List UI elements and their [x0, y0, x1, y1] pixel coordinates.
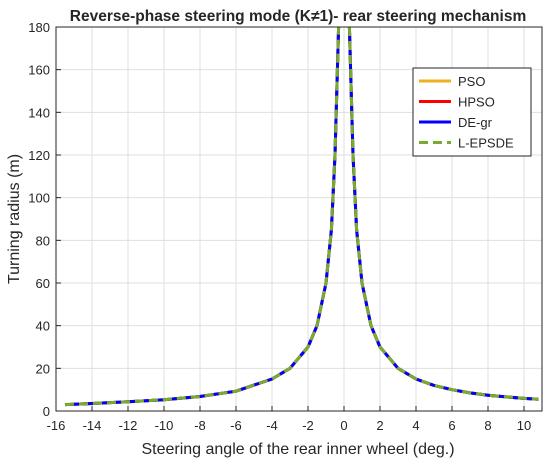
y-tick-label: 180 — [28, 20, 50, 35]
plot-area-border — [55, 26, 543, 412]
y-tick-label: 60 — [36, 276, 50, 291]
series-line-l-epsde-branch-1 — [64, 26, 341, 407]
y-tick-label: 20 — [36, 361, 50, 376]
x-tick-label: -10 — [155, 418, 174, 433]
x-tick-label: 0 — [340, 418, 347, 433]
series-line-pso-branch-1 — [64, 26, 341, 407]
y-tick-label: 140 — [28, 105, 50, 120]
y-tick-label: 0 — [43, 404, 50, 419]
x-tick-label: -8 — [194, 418, 206, 433]
y-tick-label: 160 — [28, 63, 50, 78]
x-tick-label: -4 — [266, 418, 278, 433]
x-tick-label: 2 — [376, 418, 383, 433]
legend-label: HPSO — [458, 95, 495, 110]
x-tick-label: -16 — [47, 418, 66, 433]
y-tick-label: 100 — [28, 191, 50, 206]
chart-title: Reverse-phase steering mode (K≠1)- rear … — [70, 8, 526, 25]
x-axis-label: Steering angle of the rear inner wheel (… — [141, 441, 454, 458]
x-tick-label: 8 — [484, 418, 491, 433]
x-tick-label: 6 — [448, 418, 455, 433]
legend: PSO HPSO DE-gr L-EPSDE — [412, 67, 532, 157]
ticks: -16 -14 -12 -10 -8 -6 -4 -2 0 2 4 6 8 100204060801001… — [28, 20, 531, 433]
x-tick-label: -2 — [302, 418, 314, 433]
y-tick-label: 40 — [36, 319, 50, 334]
legend-label: DE-gr — [458, 115, 493, 130]
legend-label: PSO — [458, 74, 485, 89]
series-line-l-epsde-branch-2 — [347, 26, 539, 401]
y-axis-label: Turning radius (m) — [6, 154, 23, 284]
x-tick-label: -14 — [83, 418, 102, 433]
curves — [64, 26, 539, 407]
y-tick-label: 120 — [28, 148, 50, 163]
legend-box — [412, 67, 532, 157]
x-tick-label: 4 — [412, 418, 419, 433]
series-line-hpso-branch-1 — [64, 26, 341, 407]
series-line-de-gr-branch-1 — [64, 26, 341, 407]
y-tick-label: 80 — [36, 233, 50, 248]
x-tick-label: -6 — [230, 418, 242, 433]
x-tick-label: -12 — [119, 418, 138, 433]
legend-label: L-EPSDE — [458, 136, 514, 151]
x-tick-label: 10 — [517, 418, 531, 433]
